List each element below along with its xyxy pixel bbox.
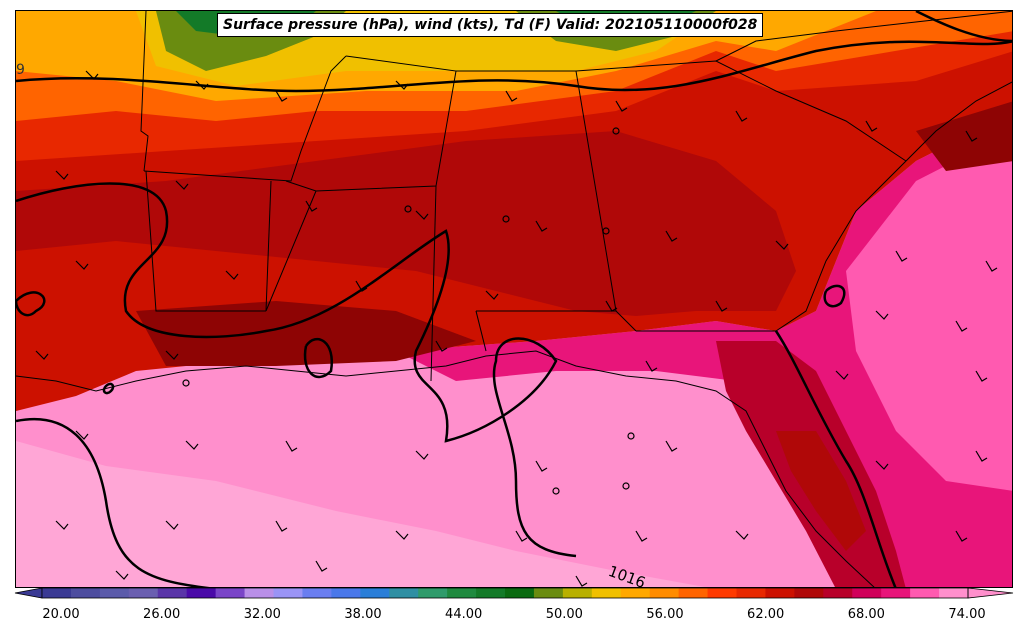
colorbar-min-extension (14, 587, 43, 599)
colorbar-segment (939, 588, 969, 598)
gulf-light-field (16, 441, 705, 587)
colorbar-segment (852, 588, 882, 598)
delta-dewpoint (136, 301, 476, 366)
colorbar-segment (794, 588, 824, 598)
colorbar-segment (476, 588, 506, 598)
dewpoint-map (16, 11, 1012, 587)
colorbar-segment (128, 588, 159, 598)
colorbar-segment (562, 588, 593, 598)
colorbar-segment (302, 588, 332, 598)
colorbar-border (41, 587, 969, 599)
calm-wind-circles (182, 127, 635, 495)
colorbar-tick-label: 26.00 (143, 607, 181, 622)
colorbar-segment (389, 588, 419, 598)
atlantic-dewpoint (846, 132, 1012, 491)
edge-contour-label: 9 (16, 62, 25, 78)
map-panel (15, 10, 1013, 588)
colorbar-segment (707, 588, 737, 598)
colorbar-segment (273, 588, 303, 598)
colorbar-segment (591, 588, 622, 598)
colorbar-segment (533, 588, 564, 598)
colorbar-segment (678, 588, 709, 598)
colorbar-tick-label: 68.00 (847, 607, 885, 622)
colorbar-tick-label: 62.00 (747, 607, 785, 622)
colorbar-segment (910, 588, 940, 598)
wind-barbs (35, 70, 998, 587)
colorbar-segment (244, 588, 274, 598)
colorbar-segment (99, 588, 130, 598)
colorbar-tick-label: 44.00 (445, 607, 483, 622)
map-title: Surface pressure (hPa), wind (kts), Td (… (217, 13, 764, 37)
colorbar-max-extension (967, 587, 1014, 599)
colorbar (14, 587, 1014, 599)
colorbar-segment (505, 588, 535, 598)
isobar-contours (16, 11, 1012, 587)
colorbar-segment (881, 588, 911, 598)
colorbar-segment (418, 588, 448, 598)
colorbar-segment (42, 588, 72, 598)
florida-core (776, 431, 866, 551)
colorbar-segment (331, 588, 361, 598)
colorbar-segment (70, 588, 101, 598)
colorbar-tick-label: 32.00 (243, 607, 281, 622)
colorbar-tick-label: 74.00 (948, 607, 986, 622)
colorbar-segment (447, 588, 477, 598)
colorbar-segment (736, 588, 766, 598)
colorbar-segment (620, 588, 651, 598)
colorbar-segment (360, 588, 390, 598)
colorbar-segment (157, 588, 188, 598)
state-borders (16, 11, 1012, 587)
colorbar-tick-label: 56.00 (646, 607, 684, 622)
land-dewpoint-core (16, 131, 796, 316)
colorbar-tick-label: 50.00 (545, 607, 583, 622)
colorbar-segment (649, 588, 680, 598)
colorbar-segment (765, 588, 795, 598)
colorbar-segment (215, 588, 246, 598)
colorbar-segment (823, 588, 853, 598)
colorbar-tick-label: 38.00 (344, 607, 382, 622)
colorbar-segment (186, 588, 217, 598)
colorbar-tick-label: 20.00 (42, 607, 80, 622)
carolina-dewpoint (916, 101, 1012, 171)
